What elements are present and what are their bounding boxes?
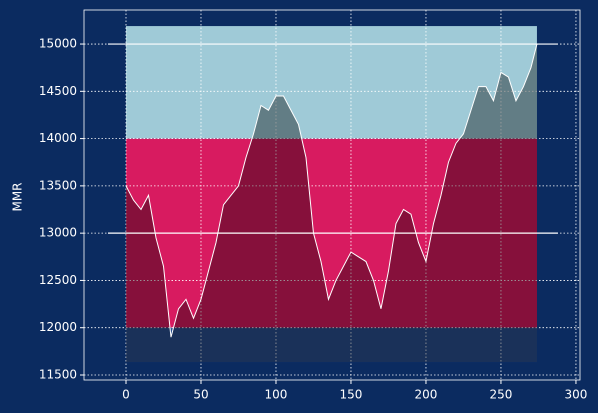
y-tick-label: 15000	[39, 37, 77, 51]
y-tick-label: 13500	[39, 178, 77, 192]
y-tick-label: 12000	[39, 320, 77, 334]
y-tick-label: 12500	[39, 273, 77, 287]
rank-band	[125, 26, 537, 139]
y-tick-label: 14500	[39, 84, 77, 98]
x-tick-label: 0	[122, 388, 130, 402]
x-tick-label: 250	[490, 388, 513, 402]
y-tick-label: 14000	[39, 131, 77, 145]
x-tick-label: 100	[265, 388, 288, 402]
y-tick-label: 11500	[39, 367, 77, 381]
rank-band	[125, 327, 537, 363]
x-tick-label: 150	[340, 388, 363, 402]
y-tick-label: 13000	[39, 226, 77, 240]
line	[125, 43, 538, 338]
plot-frame	[83, 9, 581, 381]
y-axis-label: MMR	[11, 182, 25, 211]
area	[125, 44, 537, 363]
x-tick-label: 50	[193, 388, 208, 402]
x-tick-label: 300	[564, 388, 587, 402]
x-tick-label: 200	[415, 388, 438, 402]
